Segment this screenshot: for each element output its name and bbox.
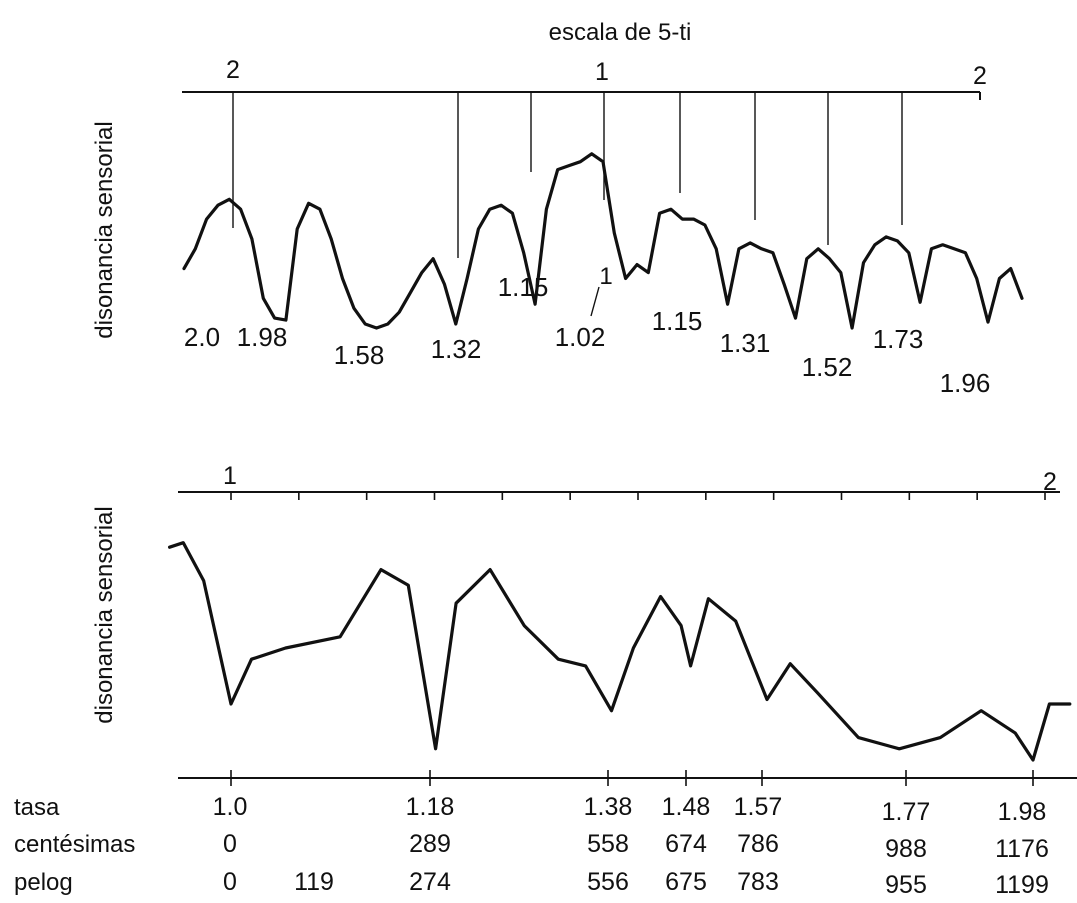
centesimas-value: 988 <box>885 835 927 863</box>
pelog-value: 783 <box>737 868 779 896</box>
minimum-label: 1.15 <box>652 306 703 336</box>
tasa-value: 1.48 <box>662 793 711 821</box>
minimum-label: 1.58 <box>334 340 385 370</box>
pelog-value: 1199 <box>995 871 1049 899</box>
tasa-value: 1.77 <box>882 798 931 826</box>
bottom-chart-top-ticks <box>230 492 1046 500</box>
minimum-label: 1.96 <box>940 368 991 398</box>
pelog-value: 0 <box>223 868 237 896</box>
minimum-label: 1.98 <box>237 322 288 352</box>
centesimas-value: 0 <box>223 830 237 858</box>
centesimas-value: 674 <box>665 830 707 858</box>
y-axis-label: disonancia sensorial <box>91 121 118 338</box>
centesimas-value: 1176 <box>995 835 1049 863</box>
minimum-label: 1.52 <box>802 352 853 382</box>
centesimas-value: 558 <box>587 830 629 858</box>
top-dissonance-curve <box>182 152 1024 330</box>
tasa-value: 1.0 <box>213 793 248 821</box>
row-label-tasa: tasa <box>14 794 60 821</box>
pelog-value: 675 <box>665 868 707 896</box>
top-axis-label: 2 <box>1043 468 1057 496</box>
top-axis-label: 2 <box>226 56 240 84</box>
pelog-value: 119 <box>294 868 334 896</box>
pelog-value: 556 <box>587 868 629 896</box>
minimum-label: 1 <box>599 263 612 290</box>
top-axis-label: 2 <box>973 62 987 90</box>
label-leader-line <box>590 286 600 317</box>
minimum-label: 1.31 <box>720 328 771 358</box>
minimum-label: 1.73 <box>873 324 924 354</box>
tasa-value: 1.57 <box>734 793 783 821</box>
chart-title: escala de 5-ti <box>549 19 692 46</box>
row-label-centesimas: centésimas <box>14 831 135 858</box>
minimum-label: 1.02 <box>555 322 606 352</box>
value-table: 1.0 0 0 119 1.18 289 274 1.38 558 556 1.… <box>213 793 1049 899</box>
pelog-value: 274 <box>409 868 451 896</box>
tasa-value: 1.18 <box>406 793 455 821</box>
row-label-pelog: pelog <box>14 869 73 896</box>
top-axis-label: 1 <box>595 58 609 86</box>
centesimas-value: 786 <box>737 830 779 858</box>
top-axis-label: 1 <box>223 462 237 490</box>
tasa-value: 1.98 <box>998 798 1047 826</box>
minimum-label: 1.32 <box>431 334 482 364</box>
bottom-dissonance-curve <box>168 541 1072 762</box>
pelog-value: 955 <box>885 871 927 899</box>
bottom-chart-x-ticks <box>230 770 1034 786</box>
tasa-value: 1.38 <box>584 793 633 821</box>
minimum-label: 2.0 <box>184 322 220 352</box>
minimum-label: 1.15 <box>498 272 549 302</box>
centesimas-value: 289 <box>409 830 451 858</box>
y-axis-label: disonancia sensorial <box>91 506 118 723</box>
